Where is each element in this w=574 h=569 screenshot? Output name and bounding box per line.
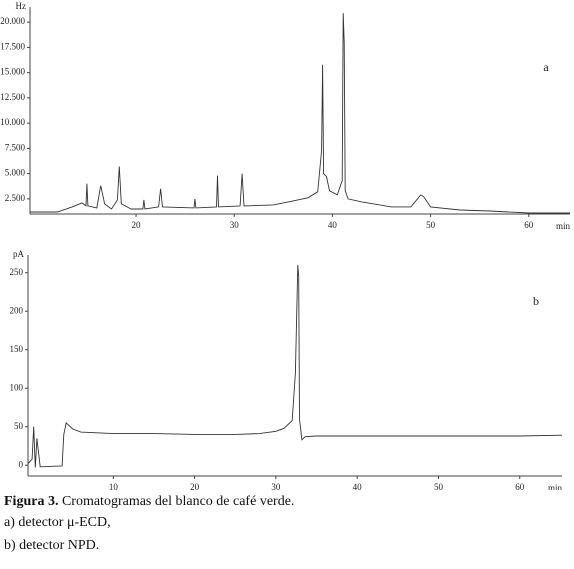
caption-line: a) detector μ-ECD, <box>4 515 111 530</box>
x-tick-label: 30 <box>271 482 281 490</box>
x-tick-label: 60 <box>515 482 525 490</box>
x-tick-label: 30 <box>230 220 240 230</box>
caption-text: Cromatogramas del blanco de café verde. <box>61 494 295 509</box>
caption-label: Figura 3. <box>4 494 59 509</box>
y-tick-label: 150 <box>10 344 24 354</box>
y-axis-label: pA <box>13 249 25 259</box>
y-tick-label: 7.500 <box>5 142 26 152</box>
x-tick-label: 40 <box>353 482 363 490</box>
y-tick-label: 50 <box>14 421 24 431</box>
caption-line: b) detector NPD. <box>4 538 100 553</box>
y-tick-label: 2.500 <box>5 193 26 203</box>
y-tick-label: 20.000 <box>0 16 25 26</box>
y-tick-label: 0 <box>19 459 24 469</box>
x-axis-label: min <box>548 483 563 490</box>
x-axis-label: min <box>556 221 571 231</box>
y-tick-label: 17.500 <box>0 41 25 51</box>
y-tick-label: 5.000 <box>5 168 26 178</box>
x-tick-label: 20 <box>132 220 142 230</box>
x-tick-label: 50 <box>426 220 436 230</box>
x-tick-label: 40 <box>328 220 338 230</box>
annotation: b <box>533 294 539 308</box>
chromatogram-line <box>27 264 563 468</box>
y-tick-label: 100 <box>10 382 24 392</box>
y-tick-label: 12.500 <box>0 92 25 102</box>
y-tick-label: 250 <box>10 267 24 277</box>
chart: Hz min a 2.500 5.000 7.500 10.000 12.500 15.000 1… <box>0 1 571 493</box>
chromatogram-line <box>30 13 570 214</box>
y-axis-label: Hz <box>16 1 27 11</box>
x-tick-label: 20 <box>190 482 200 490</box>
x-tick-label: 10 <box>109 482 119 490</box>
annotation: a <box>543 60 549 74</box>
x-tick-label: 60 <box>524 220 534 230</box>
y-tick-label: 200 <box>10 305 24 315</box>
x-tick-label: 50 <box>434 482 444 490</box>
y-tick-label: 10.000 <box>0 117 25 127</box>
y-tick-label: 15.000 <box>0 67 25 77</box>
caption: Figura 3. Cromatogramas del blanco de ca… <box>4 494 294 510</box>
